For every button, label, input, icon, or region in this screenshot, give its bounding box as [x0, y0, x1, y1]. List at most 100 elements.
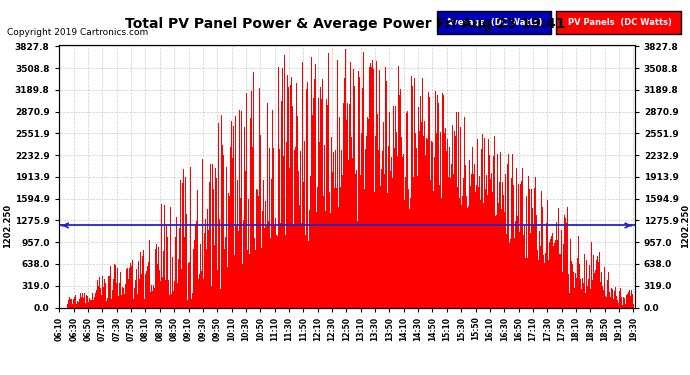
- Bar: [313, 98, 314, 308]
- Bar: [97, 280, 98, 308]
- Bar: [91, 300, 92, 307]
- Bar: [138, 261, 139, 308]
- Bar: [435, 95, 436, 308]
- Bar: [187, 175, 188, 308]
- Bar: [377, 153, 378, 308]
- Bar: [354, 86, 355, 308]
- Bar: [384, 174, 385, 308]
- Bar: [280, 222, 281, 308]
- Bar: [352, 195, 353, 308]
- Bar: [329, 192, 330, 308]
- Bar: [95, 293, 96, 308]
- Bar: [418, 107, 420, 307]
- Bar: [113, 279, 114, 308]
- Bar: [246, 93, 247, 308]
- Bar: [484, 138, 485, 308]
- Bar: [228, 193, 229, 308]
- Bar: [171, 294, 172, 308]
- Bar: [75, 300, 76, 307]
- Bar: [153, 285, 154, 308]
- Bar: [83, 298, 84, 307]
- Bar: [267, 103, 268, 308]
- Bar: [505, 174, 506, 308]
- Bar: [188, 263, 189, 308]
- Bar: [164, 206, 165, 308]
- Bar: [127, 268, 128, 308]
- Bar: [136, 266, 137, 308]
- Bar: [495, 216, 496, 308]
- Bar: [341, 150, 342, 308]
- Bar: [78, 294, 79, 307]
- Bar: [80, 294, 81, 308]
- Bar: [475, 192, 476, 308]
- Bar: [424, 121, 425, 308]
- Bar: [569, 292, 570, 308]
- Bar: [157, 264, 158, 308]
- Bar: [628, 292, 629, 308]
- Bar: [433, 161, 434, 308]
- Bar: [349, 104, 350, 308]
- Bar: [73, 299, 74, 307]
- Text: Total PV Panel Power & Average Power Fri Aug 23 19:41: Total PV Panel Power & Average Power Fri…: [125, 17, 565, 31]
- Bar: [257, 190, 258, 308]
- Bar: [496, 215, 497, 308]
- Bar: [234, 255, 235, 308]
- Bar: [436, 132, 437, 308]
- Bar: [494, 136, 495, 308]
- Bar: [297, 116, 298, 308]
- Bar: [169, 295, 170, 307]
- Bar: [323, 196, 324, 308]
- Bar: [585, 293, 586, 308]
- Bar: [508, 154, 509, 308]
- Bar: [409, 209, 410, 308]
- Bar: [462, 196, 463, 308]
- Bar: [611, 288, 612, 308]
- Bar: [566, 223, 567, 308]
- Bar: [520, 183, 521, 308]
- Bar: [415, 162, 416, 308]
- Bar: [438, 103, 439, 308]
- Bar: [538, 260, 539, 308]
- Bar: [148, 262, 149, 308]
- Bar: [108, 282, 109, 308]
- Bar: [407, 111, 408, 308]
- Bar: [132, 260, 133, 308]
- Bar: [204, 233, 205, 308]
- Bar: [615, 296, 616, 307]
- Bar: [426, 138, 427, 308]
- Bar: [565, 218, 566, 308]
- Bar: [427, 140, 428, 308]
- Bar: [111, 299, 112, 307]
- Bar: [403, 198, 404, 308]
- Bar: [258, 91, 259, 308]
- Bar: [448, 176, 449, 308]
- Bar: [314, 221, 315, 308]
- Bar: [353, 69, 354, 308]
- Bar: [94, 297, 95, 307]
- Bar: [472, 147, 473, 308]
- Bar: [493, 156, 494, 308]
- Bar: [610, 297, 611, 307]
- Bar: [532, 208, 533, 308]
- Bar: [467, 208, 468, 308]
- Bar: [466, 182, 467, 308]
- Bar: [623, 297, 624, 307]
- Bar: [175, 237, 176, 308]
- Bar: [109, 276, 110, 308]
- Bar: [503, 195, 504, 308]
- Bar: [159, 270, 160, 308]
- Bar: [444, 134, 445, 308]
- Bar: [506, 188, 507, 308]
- Bar: [391, 158, 392, 308]
- Bar: [497, 154, 498, 308]
- Bar: [133, 298, 134, 307]
- Bar: [251, 91, 252, 308]
- Bar: [273, 228, 274, 308]
- Bar: [458, 112, 459, 308]
- Bar: [283, 156, 284, 308]
- Bar: [122, 287, 123, 308]
- Bar: [596, 260, 597, 308]
- Bar: [564, 215, 565, 308]
- Bar: [533, 225, 534, 308]
- Bar: [230, 147, 231, 308]
